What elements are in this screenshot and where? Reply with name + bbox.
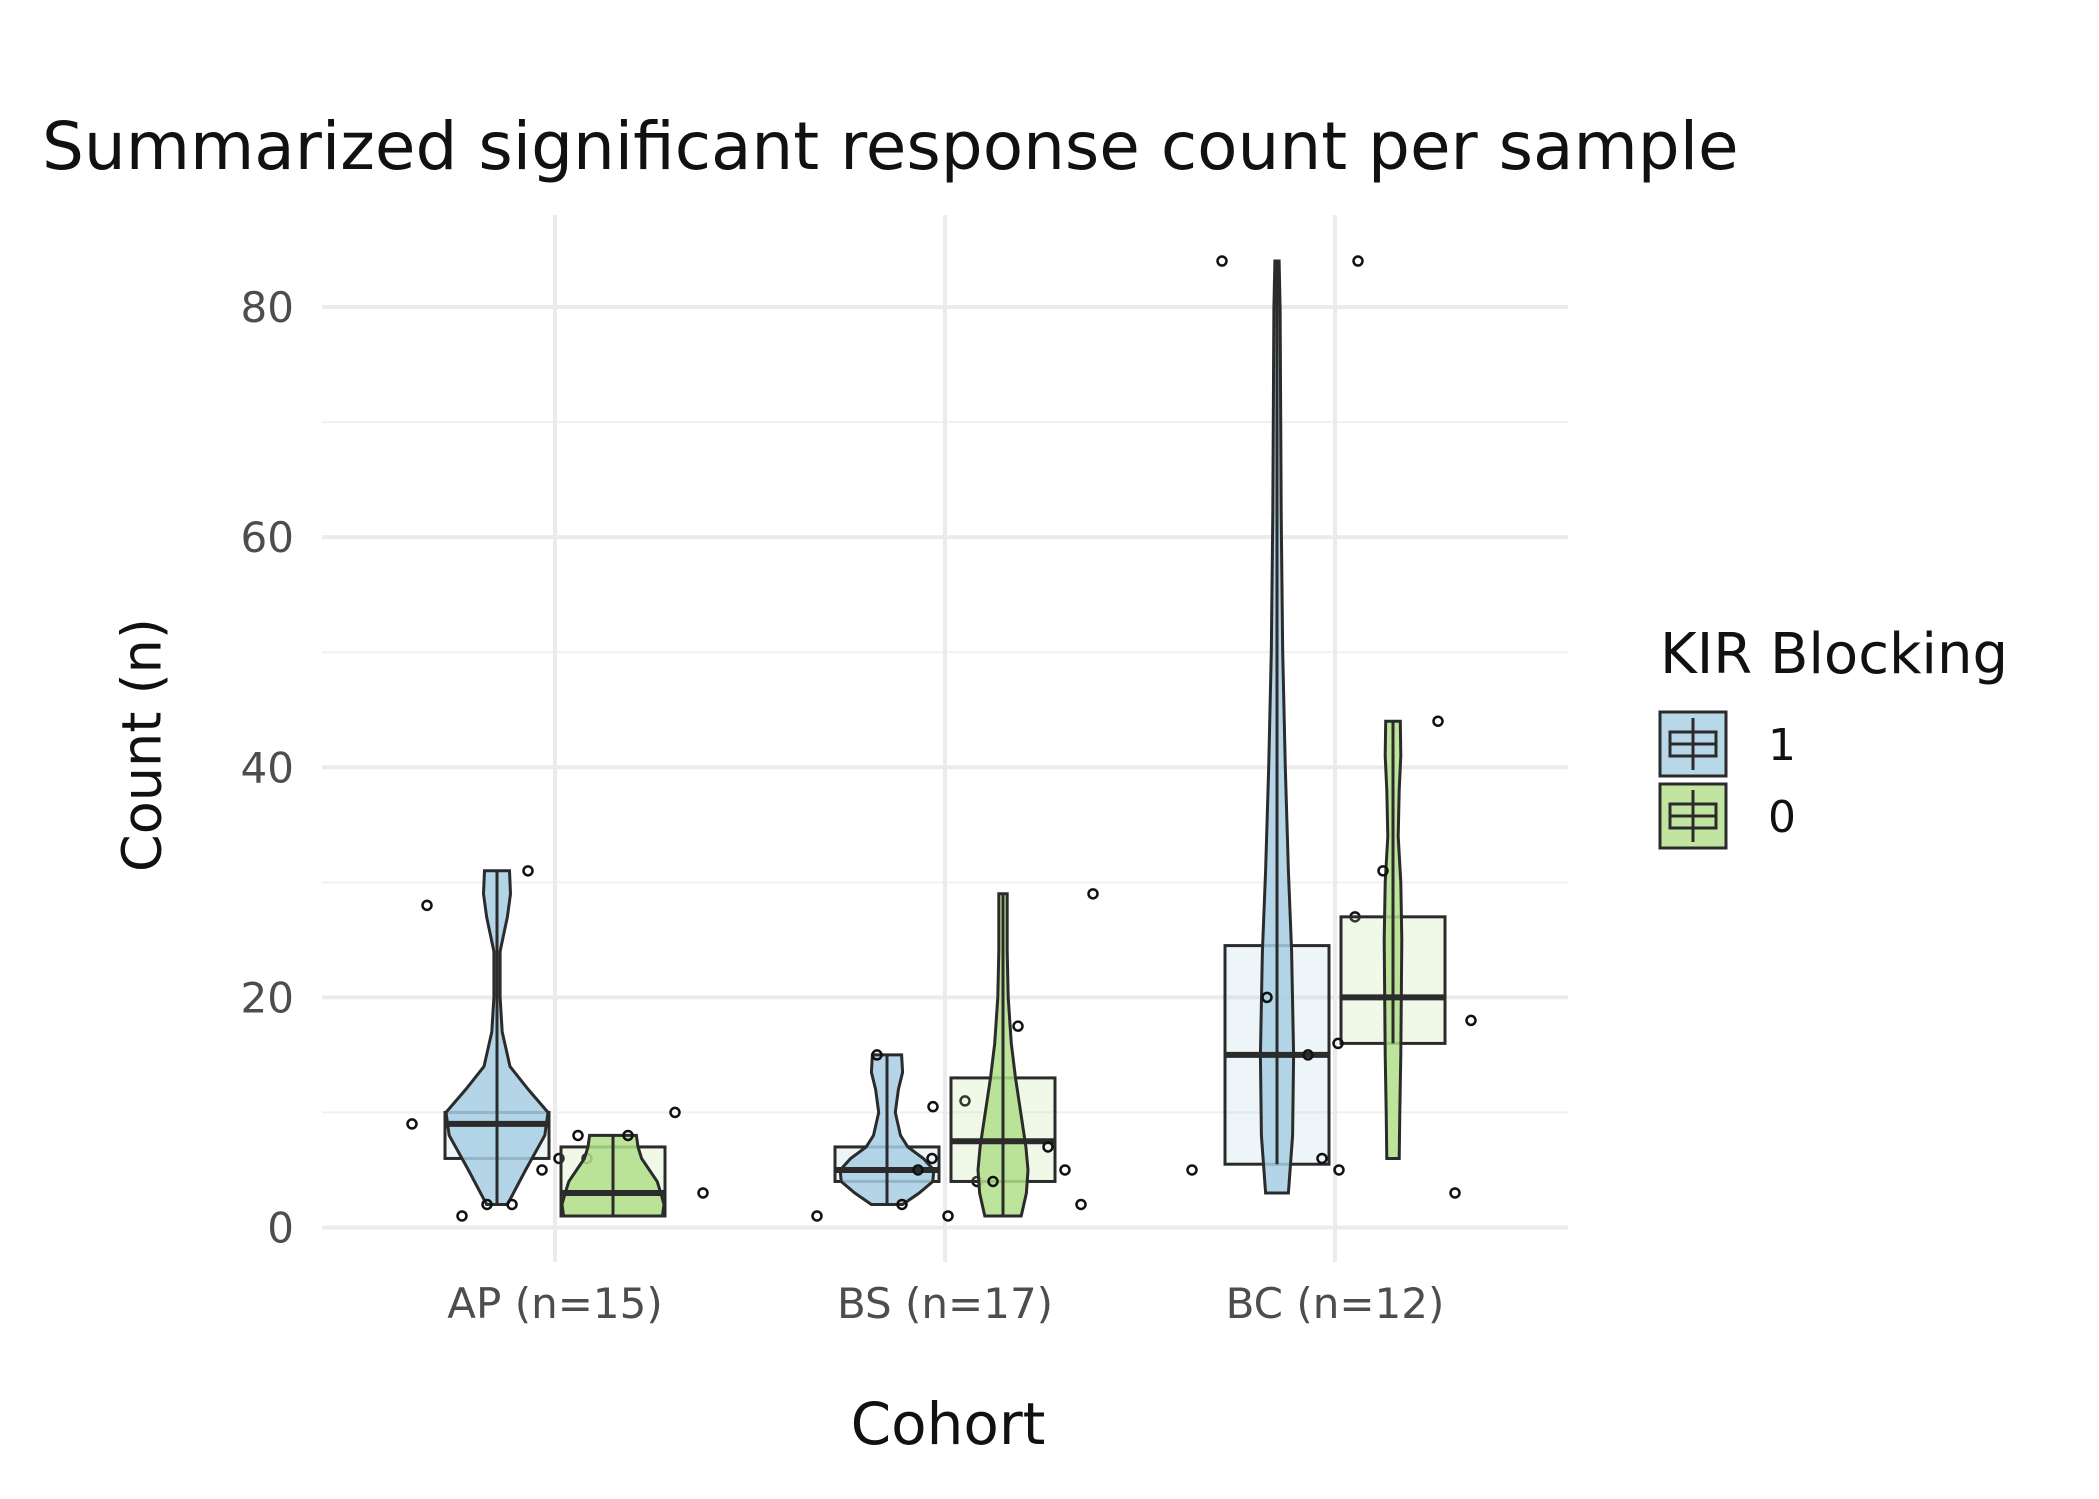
legend-label-1: 1 (1768, 720, 1796, 771)
data-point (1012, 1020, 1024, 1032)
data-point (421, 899, 433, 912)
y-tick-label: 60 (241, 513, 294, 562)
data-point (896, 1198, 908, 1211)
data-point (1075, 1198, 1087, 1211)
legend-title: KIR Blocking (1660, 622, 2009, 687)
mark-layer (406, 255, 1477, 1222)
data-point (1352, 255, 1364, 267)
x-tick-label: AP (n=15) (447, 1279, 662, 1328)
data-point (522, 865, 534, 877)
x-axis-label: Cohort (850, 1390, 1046, 1458)
data-point (1449, 1187, 1461, 1199)
legend-label-0: 0 (1768, 792, 1796, 843)
data-point (926, 1152, 938, 1165)
data-point (1332, 1037, 1344, 1050)
axis-layer: 0 20 40 60 80 AP (n=15) BS (n=17) BC (n=12) (241, 283, 1445, 1328)
data-point (959, 1095, 971, 1107)
data-point (1302, 1049, 1314, 1061)
data-point (1316, 1152, 1328, 1165)
data-point (481, 1198, 493, 1211)
data-point (1216, 255, 1228, 267)
data-point (1186, 1164, 1198, 1176)
x-tick-label: BC (n=12) (1226, 1279, 1445, 1328)
data-point (987, 1175, 999, 1188)
data-point (506, 1198, 518, 1211)
data-point (1087, 888, 1099, 900)
chart-title: Summarized significant response count pe… (42, 108, 1739, 185)
data-point (622, 1129, 634, 1142)
grid-layer (322, 215, 1568, 1262)
data-point (669, 1106, 681, 1119)
data-point (1059, 1164, 1071, 1176)
data-point (553, 1152, 565, 1165)
data-point (456, 1210, 468, 1222)
data-point (1042, 1141, 1054, 1153)
data-point (536, 1164, 548, 1176)
y-tick-label: 80 (241, 283, 294, 332)
data-point (1465, 1014, 1477, 1027)
data-point (871, 1049, 883, 1061)
legend-layer (1658, 710, 1728, 850)
y-tick-label: 20 (241, 973, 294, 1022)
data-point (572, 1129, 584, 1142)
data-point (697, 1187, 709, 1199)
data-point (912, 1164, 924, 1176)
data-point (942, 1210, 954, 1222)
data-point (1377, 865, 1389, 877)
data-point (1432, 715, 1444, 727)
data-point (1333, 1164, 1345, 1176)
y-tick-label: 40 (241, 743, 294, 792)
y-tick-label: 0 (267, 1203, 294, 1252)
data-point (1261, 991, 1273, 1004)
data-point (811, 1210, 823, 1222)
data-point (927, 1100, 939, 1113)
data-point (406, 1118, 418, 1130)
x-tick-label: BS (n=17) (837, 1279, 1053, 1328)
